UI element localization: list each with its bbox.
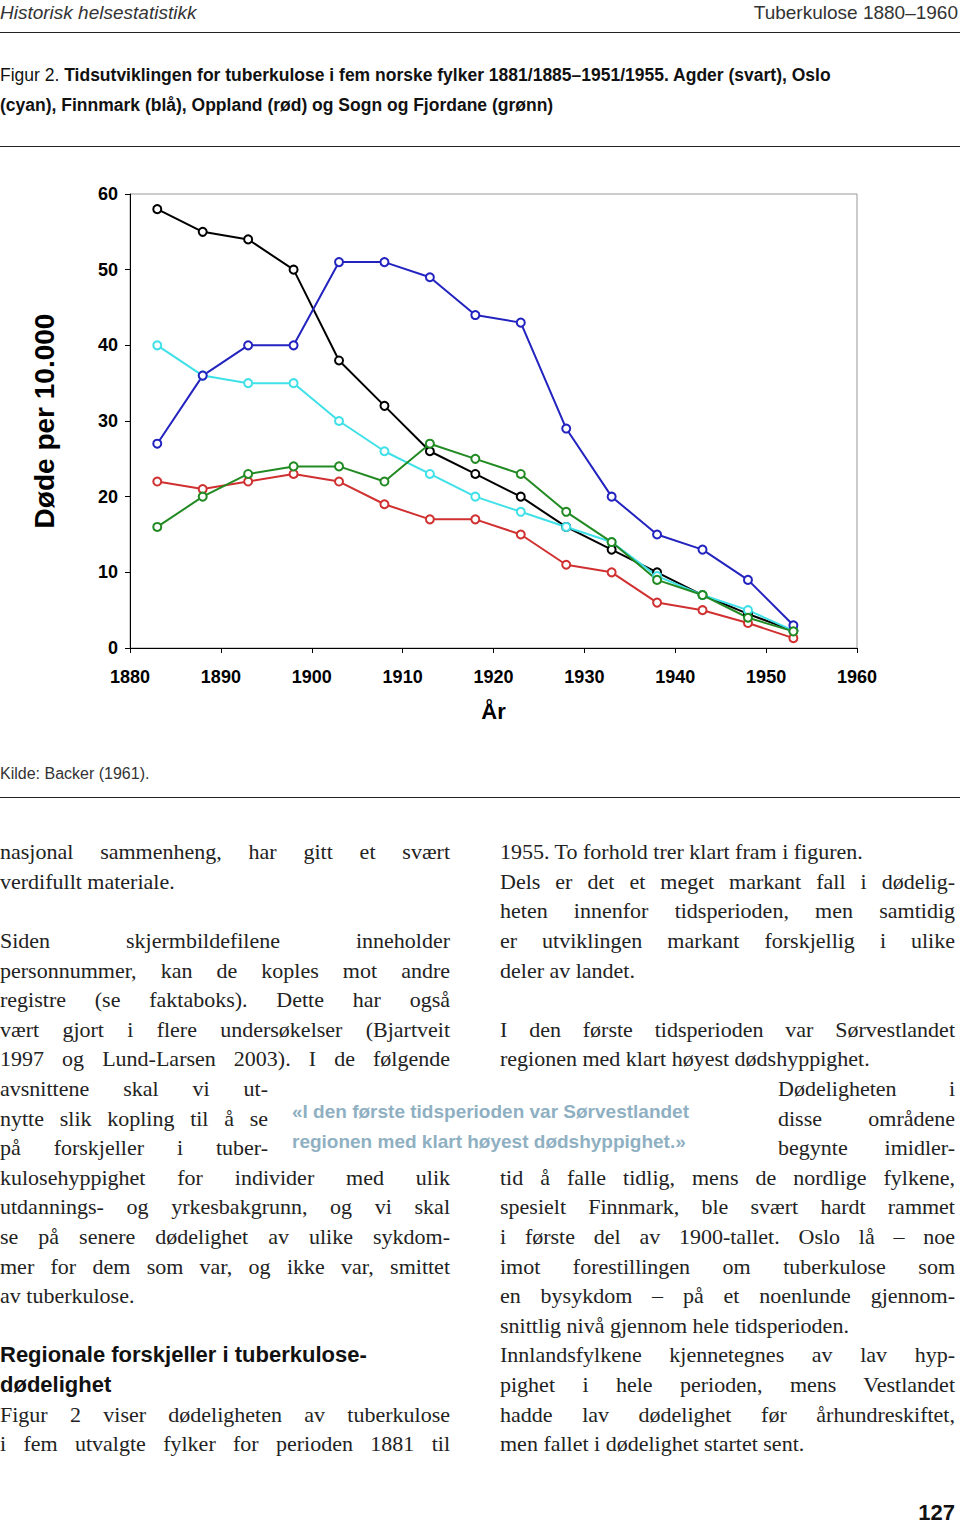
svg-text:1960: 1960 [837, 667, 877, 687]
html-text:nasjonal sammenheng, har gitt: nasjonal sammenheng, har gitt et svært [0, 839, 450, 865]
html-text:i fem utvalgte fylker for peri: i fem utvalgte fylker for perioden 1881 … [0, 1431, 450, 1457]
html-text:men fallet i dødelighet starte: men fallet i dødelighet startet sent. [500, 1431, 805, 1457]
html-text:Siden skjermbildefilene inneho: Siden skjermbildefilene inneholder [0, 928, 450, 953]
svg-text:10: 10 [98, 562, 118, 582]
svg-text:40: 40 [98, 335, 118, 355]
html-text:Figur 2 viser dødeligheten av: Figur 2 viser dødeligheten av tuberkulos… [0, 1401, 450, 1427]
html-text:avsnittene skal vi ut-: avsnittene skal vi ut- [0, 1076, 268, 1101]
html-text:disse områdene: disse områdene [778, 1105, 955, 1131]
html-text:er utviklingen markant forskje: er utviklingen markant forskjellig i uli… [500, 928, 955, 953]
html-text:1955. To forhold trer klart fr: 1955. To forhold trer klart fram i figur… [500, 839, 863, 865]
html-text:se på senere dødelighet av uli: se på senere dødelighet av ulike sykdom- [0, 1224, 450, 1249]
html-text:på forskjeller i tuber-: på forskjeller i tuber- [0, 1135, 268, 1161]
html-text:utdannings- og yrkesbakgrunn,: utdannings- og yrkesbakgrunn, og vi skal [0, 1194, 450, 1220]
html-text:spesielt Finnmark, ble svært h: spesielt Finnmark, ble svært hardt ramme… [500, 1194, 955, 1220]
svg-text:1880: 1880 [110, 667, 150, 687]
html-text:I den første tidsperioden var: I den første tidsperioden var Sørvestlan… [500, 1016, 955, 1042]
svg-text:30: 30 [98, 411, 118, 431]
html-text:hadde lav dødelighet før århun: hadde lav dødelighet før århundreskiftet… [500, 1401, 955, 1427]
html-text:Tuberkulose 1880–1960: Tuberkulose 1880–1960 [753, 2, 958, 23]
html-text:Kilde: Backer (1961).: Kilde: Backer (1961). [0, 765, 150, 782]
html-text:127: 127 [918, 1500, 955, 1525]
html-text:pighet i hele perioden, mens V: pighet i hele perioden, mens Vestlandet [500, 1372, 955, 1397]
html-text:Innlandsfylkene kjennetegnes a: Innlandsfylkene kjennetegnes av lav hyp- [500, 1342, 955, 1368]
html-text:personnummer, kan de koples mo: personnummer, kan de koples mot andre [0, 957, 450, 983]
html-text:begynte imidler-: begynte imidler- [778, 1135, 955, 1161]
html-text:regionen med klart høyest døds: regionen med klart høyest dødshyppighet.… [292, 1130, 686, 1152]
html-text:Dødeligheten i: Dødeligheten i [778, 1076, 955, 1101]
html-text:en bysykdom – på et noenlunde: en bysykdom – på et noenlunde gjennom- [500, 1283, 955, 1309]
html-text:Historisk helsestatistikk: Historisk helsestatistikk [0, 2, 197, 23]
html-text:mer for dem som var, og ikke v: mer for dem som var, og ikke var, smitte… [0, 1253, 450, 1279]
html-text:regionen med klart høyest døds: regionen med klart høyest dødshyppighet. [500, 1046, 870, 1072]
html-text:1997 og Lund-Larsen 2003). I d: 1997 og Lund-Larsen 2003). I de følgende [0, 1046, 450, 1072]
html-text:Dels er det et meget markant f: Dels er det et meget markant fall i døde… [500, 868, 955, 894]
svg-text:1920: 1920 [473, 667, 513, 687]
html-text:av tuberkulose.: av tuberkulose. [0, 1283, 135, 1309]
svg-text:1950: 1950 [746, 667, 786, 687]
svg-text:1930: 1930 [564, 667, 604, 687]
html-text:registre (se faktaboks). Dette: registre (se faktaboks). Dette har også [0, 987, 450, 1013]
svg-text:År: År [481, 698, 506, 724]
html-text:imot forestillingen om tuberku: imot forestillingen om tuberkulose som [500, 1253, 955, 1279]
html-text:verdifullt materiale.: verdifullt materiale. [0, 868, 175, 894]
svg-text:50: 50 [98, 260, 118, 280]
svg-text:60: 60 [98, 184, 118, 204]
html-text:«I den første tidsperioden var: «I den første tidsperioden var Sørvestla… [292, 1101, 689, 1122]
svg-text:1890: 1890 [201, 667, 241, 687]
svg-text:0: 0 [108, 638, 118, 658]
html-text:Regionale forskjeller i tuberk: Regionale forskjeller i tuberkulose- [0, 1342, 367, 1368]
html-text:i første del av 1900-tallet. O: i første del av 1900-tallet. Oslo lå – n… [500, 1224, 955, 1249]
html-text:heten innenfor tidsperioden, m: heten innenfor tidsperioden, men samtidi… [500, 898, 955, 924]
html-text:kulosehyppighet for individer: kulosehyppighet for individer med ulik [0, 1164, 450, 1190]
svg-text:1910: 1910 [383, 667, 423, 687]
html-text:tid å falle tidlig, mens de no: tid å falle tidlig, mens de nordlige fyl… [500, 1164, 955, 1190]
html-text:vært gjort i flere undersøkels: vært gjort i flere undersøkelser (Bjartv… [0, 1016, 450, 1042]
svg-text:20: 20 [98, 487, 118, 507]
html-text:snittlig nivå gjennom hele tid: snittlig nivå gjennom hele tidsperioden. [500, 1312, 849, 1338]
html-text:Figur 2. Tidsutviklingen for t: Figur 2. Tidsutviklingen for tuberkulose… [0, 65, 831, 85]
html-text:(cyan), Finnmark (blå), Opplan: (cyan), Finnmark (blå), Oppland (rød) og… [0, 95, 554, 115]
svg-text:Døde per 10.000: Døde per 10.000 [29, 314, 60, 529]
svg-text:1900: 1900 [292, 667, 332, 687]
html-text:deler av landet.: deler av landet. [500, 957, 635, 983]
html-text:dødelighet: dødelighet [0, 1372, 112, 1397]
svg-text:1940: 1940 [655, 667, 695, 687]
html-text:nytte slik kopling til å se: nytte slik kopling til å se [0, 1105, 268, 1131]
